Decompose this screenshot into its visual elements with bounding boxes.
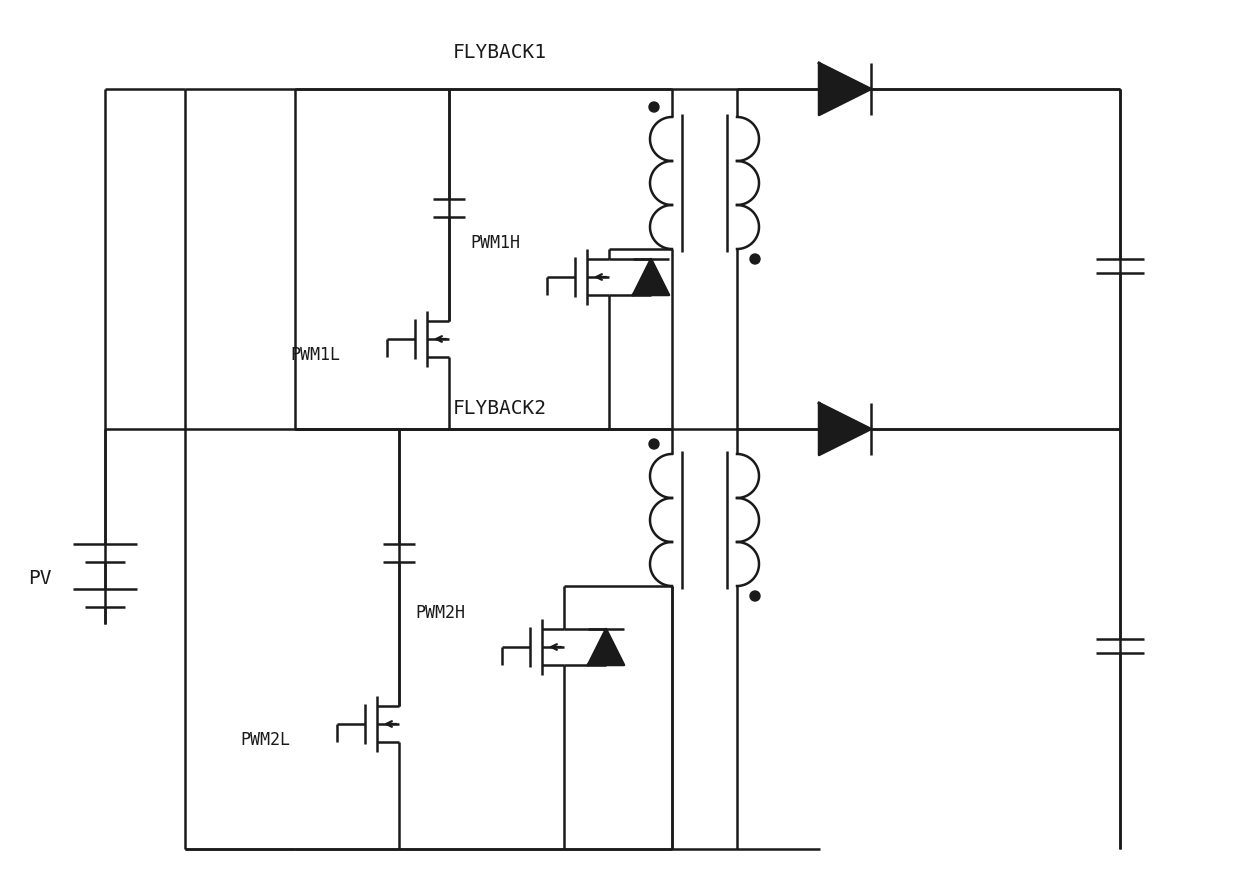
Circle shape	[750, 254, 760, 265]
Text: PWM2H: PWM2H	[415, 603, 465, 621]
Polygon shape	[818, 64, 870, 116]
Polygon shape	[588, 630, 624, 666]
Text: PWM2L: PWM2L	[241, 731, 290, 748]
Circle shape	[649, 103, 658, 113]
Circle shape	[750, 591, 760, 602]
Polygon shape	[818, 403, 870, 455]
Text: PWM1H: PWM1H	[470, 234, 520, 252]
Polygon shape	[632, 260, 670, 296]
Text: PV: PV	[29, 567, 52, 587]
Text: FLYBACK2: FLYBACK2	[453, 398, 547, 417]
Circle shape	[649, 439, 658, 450]
Text: PWM1L: PWM1L	[290, 346, 340, 364]
Text: FLYBACK1: FLYBACK1	[453, 42, 547, 61]
